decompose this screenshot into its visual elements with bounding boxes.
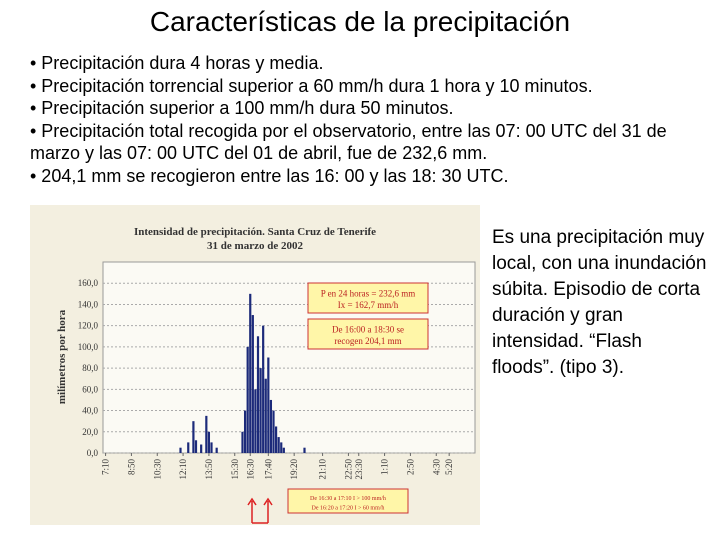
bar <box>267 357 270 453</box>
y-tick-label: 60,0 <box>82 384 98 394</box>
bar <box>187 442 190 453</box>
bullet-list: • Precipitación dura 4 horas y media. • … <box>30 52 680 187</box>
bar <box>269 399 273 453</box>
bar <box>254 389 257 453</box>
y-tick-label: 40,0 <box>82 406 98 416</box>
bullet: • Precipitación total recogida por el ob… <box>30 120 667 164</box>
bar <box>274 426 278 453</box>
bar <box>262 325 265 453</box>
x-tick-label: 7:10 <box>101 459 111 476</box>
y-tick-label: 80,0 <box>82 363 98 373</box>
x-tick-label: 19:20 <box>289 459 299 480</box>
annotation-box <box>287 488 409 514</box>
slide-title: Características de la precipitación <box>149 6 571 37</box>
bar <box>249 293 252 453</box>
bar <box>282 447 285 453</box>
x-tick-label: 1:10 <box>380 459 390 476</box>
bar <box>179 447 182 453</box>
bar <box>210 442 213 453</box>
bar <box>241 431 244 453</box>
bar <box>215 447 218 453</box>
bar <box>207 431 211 453</box>
bar <box>205 415 208 453</box>
arrows <box>247 497 273 524</box>
bar <box>251 315 254 453</box>
bar <box>272 410 275 453</box>
x-tick-label: 10:30 <box>152 459 162 480</box>
bullet: • Precipitación torrencial superior a 60… <box>30 75 593 96</box>
annotation-text: De 16:00 a 18:30 se <box>332 325 404 335</box>
x-tick-label: 12:10 <box>178 459 188 480</box>
x-tick-label: 2:50 <box>405 459 415 476</box>
y-tick-label: 140,0 <box>78 299 99 309</box>
x-tick-label: 17:40 <box>263 459 273 480</box>
y-tick-label: 100,0 <box>78 342 99 352</box>
x-tick-label: 8:50 <box>126 459 136 476</box>
annotation-box <box>307 318 429 350</box>
side-text: Es una precipitación muy local, con una … <box>492 227 707 378</box>
bar <box>200 444 203 453</box>
annotation-text: P en 24 horas = 232,6 mm <box>321 289 416 299</box>
x-tick-label: 21:10 <box>318 459 328 480</box>
bar <box>264 378 267 453</box>
bar <box>303 447 306 453</box>
bar <box>280 442 283 453</box>
annotation-text: De 16:30 a 17:10 I > 100 mm/h <box>310 496 386 502</box>
chart-title: Intensidad de precipitación. Santa Cruz … <box>134 226 376 238</box>
bullet: • Precipitación dura 4 horas y media. <box>30 53 324 73</box>
bar <box>246 346 249 453</box>
bar <box>259 368 262 453</box>
bar <box>194 440 198 453</box>
y-tick-label: 20,0 <box>82 427 98 437</box>
y-tick-label: 120,0 <box>78 321 99 331</box>
bar <box>192 421 195 453</box>
x-tick-label: 22:50 <box>343 459 353 480</box>
annotation-text: Ix = 162,7 mm/h <box>338 300 399 310</box>
y-axis-label: milímetros por hora <box>56 309 68 404</box>
x-tick-label: 23:30 <box>354 459 364 480</box>
chart-subtitle: 31 de marzo de 2002 <box>207 240 303 252</box>
chart: Intensidad de precipitación. Santa Cruz … <box>30 205 480 525</box>
bar <box>243 410 247 453</box>
y-tick-label: 0,0 <box>87 448 99 458</box>
y-tick-label: 160,0 <box>78 278 99 288</box>
x-tick-label: 16:30 <box>245 459 255 480</box>
annotation-text: De 16:20 a 17:20 I > 60 mm/h <box>312 505 385 511</box>
x-tick-label: 4:30 <box>431 459 441 476</box>
annotation-text: recogen 204,1 mm <box>334 336 401 346</box>
bar <box>277 437 280 453</box>
x-tick-label: 13:50 <box>204 459 214 480</box>
bar <box>256 336 260 453</box>
annotation-box <box>307 282 429 314</box>
x-tick-label: 15:30 <box>230 459 240 480</box>
bullet: • 204,1 mm se recogieron entre las 16: 0… <box>30 165 509 186</box>
bullet: • Precipitación superior a 100 mm/h dura… <box>30 98 454 118</box>
x-tick-label: 5:20 <box>444 459 454 476</box>
